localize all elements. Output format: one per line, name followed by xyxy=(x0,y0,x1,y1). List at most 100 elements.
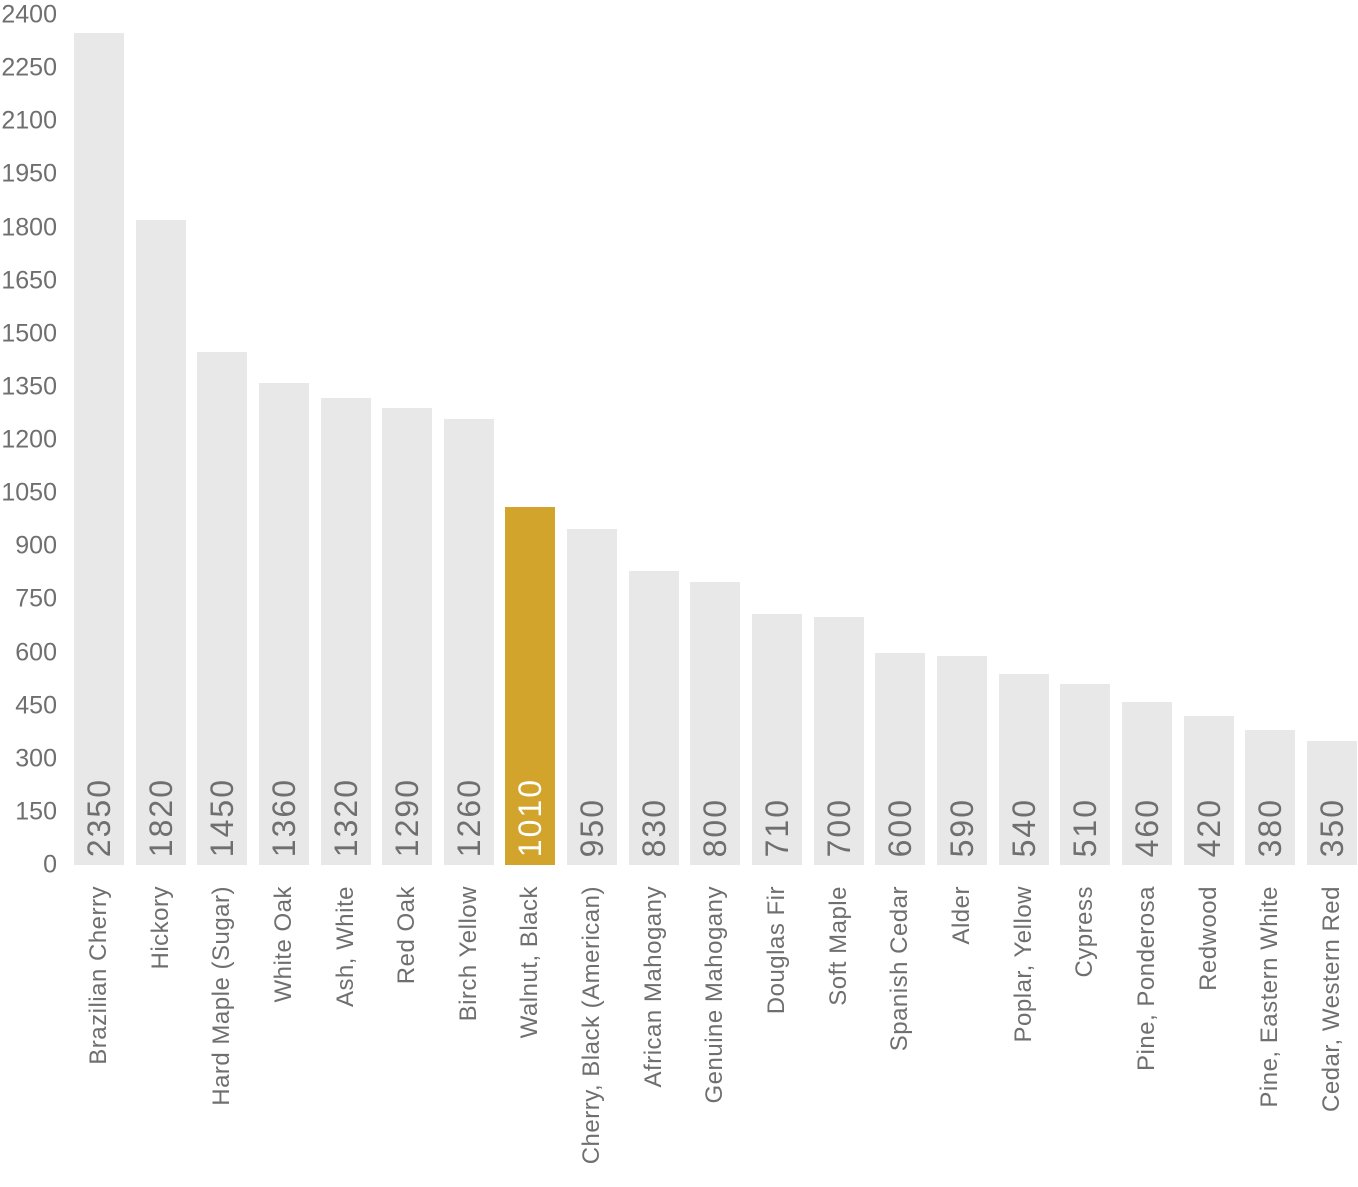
category-cell: Soft Maple xyxy=(814,886,864,1006)
bar-value-label: 950 xyxy=(574,797,611,857)
category-label: Douglas Fir xyxy=(763,886,791,1015)
y-axis-tick-label: 150 xyxy=(15,797,57,826)
category-label: Genuine Mahogany xyxy=(701,886,729,1104)
bar-value-label: 380 xyxy=(1252,797,1289,857)
category-label: Birch Yellow xyxy=(454,886,482,1022)
bar-value-label: 700 xyxy=(820,797,857,857)
category-label: Cherry, Black (American) xyxy=(578,886,606,1165)
bar: 1450 xyxy=(197,351,248,865)
y-axis-tick-label: 900 xyxy=(15,531,57,560)
bar: 420 xyxy=(1183,716,1234,865)
category-cell: Pine, Eastern White xyxy=(1245,886,1295,1108)
category-label: African Mahogany xyxy=(639,886,667,1088)
bar-value-label: 540 xyxy=(1005,797,1042,857)
category-cell: Birch Yellow xyxy=(444,886,494,1021)
category-cell: White Oak xyxy=(259,886,309,1003)
x-axis-labels: Brazilian Cherry Hickory Hard Maple (Sugar… xyxy=(74,886,1357,1164)
category-label: Brazilian Cherry xyxy=(85,886,112,1065)
bar: 1360 xyxy=(258,383,309,865)
bar: 700 xyxy=(813,617,864,865)
category-cell: Red Oak xyxy=(382,886,432,984)
category-cell: Cherry, Black (American) xyxy=(567,886,617,1164)
y-axis-tick-label: 1350 xyxy=(1,372,57,401)
y-axis-tick-label: 1050 xyxy=(1,478,57,507)
category-cell: Hard Maple (Sugar) xyxy=(197,886,247,1106)
bar: 1290 xyxy=(382,408,433,865)
category-label: Walnut, Black xyxy=(516,886,544,1039)
category-label: Hickory xyxy=(146,886,174,970)
bar: 1320 xyxy=(320,397,371,865)
bar: 380 xyxy=(1245,730,1296,865)
category-cell: Redwood xyxy=(1184,886,1234,991)
y-axis-tick-label: 750 xyxy=(15,584,57,613)
bar-value-label: 710 xyxy=(759,797,796,857)
bar-value-label: 1290 xyxy=(389,777,426,857)
plot-area: 2350 1820 1450 1360 1320 1290 1260 1010 950 830 80… xyxy=(74,15,1357,865)
bar-value-label: 1010 xyxy=(512,777,549,857)
bar: 540 xyxy=(998,673,1049,865)
y-axis-tick-label: 0 xyxy=(43,850,57,879)
y-axis-tick-label: 2100 xyxy=(1,106,57,135)
category-label: White Oak xyxy=(269,886,297,1003)
y-axis-tick-label: 450 xyxy=(15,691,57,720)
bar-value-label: 1260 xyxy=(450,777,487,857)
bar-value-label: 600 xyxy=(882,797,919,857)
bar-value-label: 800 xyxy=(697,797,734,857)
bar: 2350 xyxy=(74,32,124,865)
bar-value-label: 510 xyxy=(1067,797,1104,857)
bar: 350 xyxy=(1306,741,1357,865)
category-cell: Pine, Ponderosa xyxy=(1122,886,1172,1071)
category-label: Spanish Cedar xyxy=(886,886,914,1052)
bar-value-label: 2350 xyxy=(81,777,117,857)
category-label: Cedar, Western Red xyxy=(1317,886,1345,1112)
y-axis-tick-label: 300 xyxy=(15,744,57,773)
y-axis-tick-label: 1500 xyxy=(1,319,57,348)
bar: 950 xyxy=(567,528,618,865)
category-cell: Hickory xyxy=(136,886,186,970)
category-label: Ash, White xyxy=(331,886,359,1008)
category-cell: Brazilian Cherry xyxy=(74,886,124,1065)
category-cell: Walnut, Black xyxy=(505,886,555,1038)
y-axis-tick-label: 1950 xyxy=(1,159,57,188)
bar: 460 xyxy=(1121,702,1172,865)
bar: 1820 xyxy=(135,220,186,865)
bar-value-label: 1320 xyxy=(327,777,364,857)
category-label: Pine, Ponderosa xyxy=(1132,886,1160,1071)
category-label: Alder xyxy=(947,886,975,945)
bar-value-label: 460 xyxy=(1128,797,1165,857)
category-cell: Ash, White xyxy=(321,886,371,1007)
category-label: Red Oak xyxy=(393,886,421,985)
bar-value-label: 350 xyxy=(1313,797,1350,857)
category-cell: Poplar, Yellow xyxy=(999,886,1049,1042)
bar-value-label: 420 xyxy=(1190,797,1227,857)
y-axis-tick-label: 1650 xyxy=(1,266,57,295)
category-cell: Cedar, Western Red xyxy=(1307,886,1357,1112)
category-cell: African Mahogany xyxy=(629,886,679,1087)
y-axis-tick-label: 2250 xyxy=(1,53,57,82)
category-label: Redwood xyxy=(1194,886,1222,991)
category-cell: Cypress xyxy=(1060,886,1110,978)
bar-value-label: 1450 xyxy=(204,777,241,857)
bar: 600 xyxy=(875,652,926,865)
bar: 710 xyxy=(752,613,803,865)
bar-highlighted: 1010 xyxy=(505,507,556,865)
category-label: Poplar, Yellow xyxy=(1009,886,1037,1043)
y-axis: 0 150 300 450 600 750 900 1050 1200 1350 1500 1650 1… xyxy=(0,2,57,877)
category-label: Cypress xyxy=(1071,886,1099,978)
y-axis-tick-label: 2400 xyxy=(1,0,57,29)
bar-value-label: 1360 xyxy=(265,777,302,857)
bar: 800 xyxy=(690,581,741,865)
y-axis-tick-label: 1800 xyxy=(1,213,57,241)
category-label: Hard Maple (Sugar) xyxy=(208,886,236,1106)
bar: 590 xyxy=(936,656,987,865)
y-axis-tick-label: 600 xyxy=(15,638,57,666)
bar-value-label: 590 xyxy=(943,797,980,857)
category-cell: Douglas Fir xyxy=(752,886,802,1014)
category-cell: Spanish Cedar xyxy=(875,886,925,1051)
category-label: Soft Maple xyxy=(824,886,852,1006)
category-cell: Alder xyxy=(937,886,987,945)
category-label: Pine, Eastern White xyxy=(1256,886,1284,1108)
bar: 830 xyxy=(628,571,679,865)
bar: 1260 xyxy=(443,418,494,865)
